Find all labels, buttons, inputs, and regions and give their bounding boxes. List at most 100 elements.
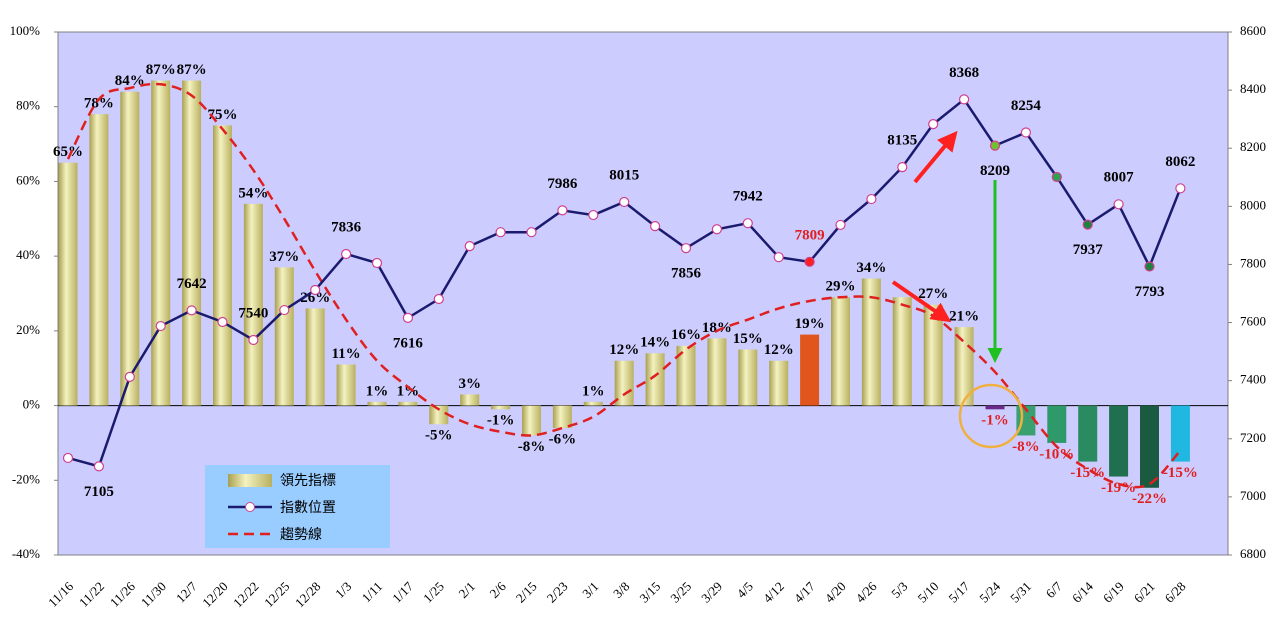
bar-label: 87%	[177, 62, 207, 78]
x-tick-label: 11/16	[45, 578, 77, 610]
bar-label: 34%	[856, 260, 886, 276]
y2-tick-label: 7000	[1240, 488, 1266, 503]
x-tick-label: 2/6	[486, 578, 509, 601]
bar	[738, 349, 758, 406]
bar	[861, 278, 881, 406]
bar-label: 19%	[795, 316, 825, 332]
bar	[707, 338, 727, 406]
x-tick-label: 4/20	[822, 579, 849, 606]
legend-label: 趨勢線	[280, 527, 322, 543]
bar	[676, 345, 696, 406]
bar-label: -1%	[487, 413, 515, 429]
point-label: 8254	[1011, 98, 1042, 114]
x-tick-label: 6/19	[1100, 579, 1127, 606]
x-tick-label: 3/1	[579, 579, 601, 601]
bar-label: 1%	[582, 383, 605, 399]
point-label: 7793	[1135, 284, 1165, 300]
bar-label: 21%	[949, 309, 979, 325]
index-point	[804, 256, 815, 267]
bar-label: 18%	[702, 320, 732, 336]
y-tick-label: -20%	[12, 471, 40, 486]
bar	[769, 360, 789, 406]
point-label: 8368	[949, 65, 979, 81]
x-tick-label: 5/3	[888, 579, 910, 601]
point-label: 8135	[887, 133, 917, 149]
index-point	[989, 140, 1001, 151]
index-point	[279, 304, 290, 316]
bar-label: 1%	[366, 383, 389, 399]
point-label: 7642	[177, 276, 207, 292]
bar-label: -15%	[1070, 465, 1105, 481]
point-label: 8015	[609, 167, 639, 183]
bar	[923, 304, 943, 406]
bar	[831, 297, 850, 406]
index-point	[248, 334, 259, 346]
bar-label: 27%	[918, 286, 948, 302]
bar-label: 16%	[671, 327, 701, 343]
y-tick-label: 0%	[23, 397, 41, 412]
point-label: 7856	[671, 266, 702, 282]
point-label: 8209	[980, 163, 1010, 179]
bar-label: -15%	[1163, 465, 1198, 481]
bar	[491, 405, 511, 410]
bar	[274, 267, 294, 406]
index-point	[866, 193, 877, 205]
bar	[460, 394, 480, 406]
bar-label: 29%	[826, 279, 856, 295]
point-label: 7809	[795, 227, 825, 243]
bar	[583, 401, 603, 406]
index-point	[371, 257, 383, 269]
x-tick-label: 12/7	[173, 578, 200, 605]
bar	[305, 308, 325, 406]
x-tick-label: 5/17	[945, 578, 972, 605]
y2-tick-label: 7600	[1240, 314, 1266, 329]
bar-label: 14%	[640, 335, 670, 351]
point-label: 7942	[733, 189, 763, 205]
bar	[522, 405, 541, 436]
bar	[800, 334, 820, 406]
bar-label: -8%	[1012, 439, 1040, 455]
x-tick-label: 1/11	[359, 579, 386, 606]
bar	[182, 80, 202, 406]
index-point	[433, 293, 444, 305]
bar-label: -10%	[1039, 446, 1074, 462]
index-point	[464, 241, 475, 252]
index-point	[649, 220, 661, 232]
index-point	[186, 305, 197, 316]
legend: 領先指標 指數位置 趨勢線	[205, 465, 390, 548]
x-tick-label: 12/28	[292, 579, 324, 611]
index-point	[93, 461, 105, 472]
y2-tick-label: 8600	[1240, 23, 1266, 38]
x-tick-label: 6/28	[1162, 579, 1189, 606]
x-tick-label: 11/26	[107, 578, 139, 610]
x-tick-label: 11/30	[138, 579, 169, 610]
x-tick-label: 11/22	[76, 579, 107, 610]
point-label: 7105	[84, 484, 114, 500]
index-point	[958, 94, 970, 105]
point-label: 8062	[1165, 154, 1195, 170]
bar	[151, 80, 171, 406]
bar	[1140, 405, 1159, 488]
bar-label: 12%	[609, 342, 639, 358]
highlight-circle	[958, 383, 1024, 449]
index-point	[1020, 127, 1032, 138]
index-point	[124, 371, 135, 382]
x-tick-label: 12/22	[230, 579, 262, 611]
x-tick-label: 3/25	[667, 579, 694, 606]
bar	[1109, 405, 1129, 477]
x-tick-label: 1/17	[389, 578, 416, 605]
point-label: 7937	[1073, 242, 1104, 258]
x-tick-label: 5/24	[976, 578, 1003, 605]
index-point	[1051, 171, 1062, 183]
bar-label: 15%	[733, 331, 763, 347]
index-point	[680, 243, 692, 254]
index-point	[619, 196, 630, 208]
up-arrow	[913, 130, 958, 184]
index-point	[1082, 219, 1093, 230]
bar	[213, 125, 232, 406]
y-tick-label: 100%	[10, 23, 41, 38]
index-point	[588, 209, 599, 221]
index-point	[310, 284, 321, 296]
x-tick-label: 4/17	[791, 578, 818, 605]
